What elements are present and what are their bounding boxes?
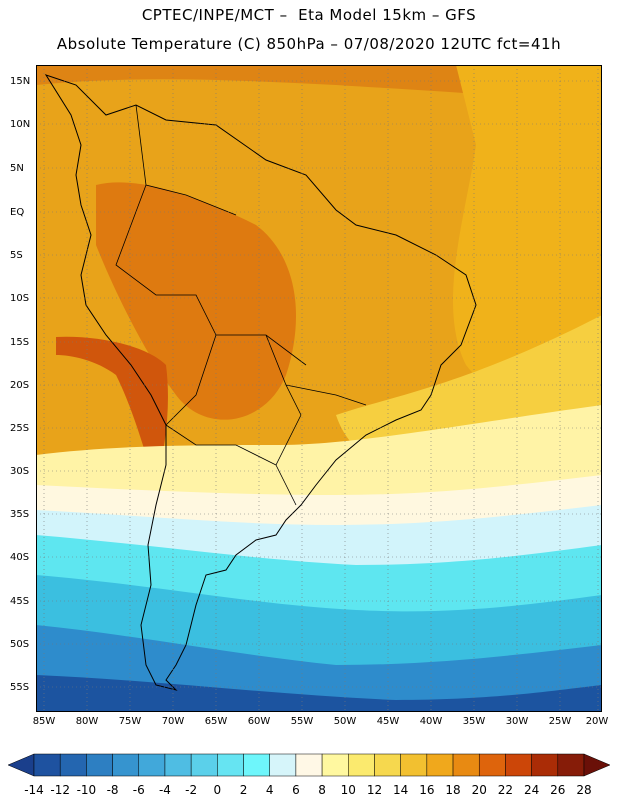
lon-label-75w: 75W [118,716,142,727]
lat-label-20s: 20S [10,380,30,391]
lon-label-65w: 65W [204,716,228,727]
map-border [36,65,602,712]
colorbar-swatch [426,753,454,777]
south-america-coastline [44,74,477,691]
colorbar-swatch [243,753,270,777]
lon-label-20w: 20W [585,716,609,727]
colorbar-swatch [112,753,140,777]
colorbar-label: 22 [497,783,514,797]
colorbar-label: 26 [550,783,566,797]
colorbar-swatch [348,753,375,777]
colorbar-swatch [86,753,113,777]
lat-label-5s: 5S [10,250,23,261]
colorbar-label: -12 [50,783,70,797]
lon-label-85w: 85W [32,716,56,727]
colorbar [7,753,611,777]
colorbar-swatch [478,753,506,777]
colorbar-label: 8 [318,783,326,797]
colorbar-swatch [190,753,218,777]
lon-label-45w: 45W [376,716,400,727]
lat-label-55s: 55S [10,682,30,693]
colorbar-label: -6 [132,783,145,797]
colorbar-swatch [59,753,87,777]
temperature-field-navy [36,675,602,712]
colorbar-label: 12 [366,783,383,797]
temperature-field-continent-warm [96,182,296,420]
lon-label-70w: 70W [161,716,185,727]
lat-label-eq: EQ [10,207,25,218]
colorbar-label: 24 [523,783,540,797]
colorbar-swatch [374,753,401,777]
colorbar-swatch [164,753,192,777]
lat-label-45s: 45S [10,596,30,607]
country-borders [115,104,367,506]
colorbar-label: 18 [445,783,461,797]
lat-label-30s: 30S [10,466,30,477]
colorbar-label: 4 [265,783,274,797]
colorbar-label: 0 [213,783,222,797]
lon-label-55w: 55W [290,716,314,727]
title-line-1: CPTEC/INPE/MCT – Eta Model 15km – GFS [141,6,477,24]
lon-label-80w: 80W [75,716,99,727]
colorbar-swatch [138,753,166,777]
lon-label-50w: 50W [333,716,357,727]
lat-label-35s: 35S [10,509,30,520]
lon-label-35w: 35W [462,716,486,727]
temperature-field-pacific-hot [56,336,168,485]
colorbar-swatch [452,753,480,777]
lat-label-5n: 5N [10,163,24,174]
colorbar-swatch [531,753,559,777]
lat-label-25s: 25S [10,423,30,434]
lat-label-50s: 50S [10,639,30,650]
lat-label-15s: 15S [10,337,30,348]
lat-label-10n: 10N [10,119,31,130]
lon-label-60w: 60W [247,716,271,727]
colorbar-label: -2 [185,783,198,797]
colorbar-label: 28 [576,783,592,797]
lon-label-25w: 25W [548,716,572,727]
colorbar-swatch [505,753,532,777]
colorbar-swatch [33,753,61,777]
colorbar-swatch [321,753,349,777]
lat-label-15n: 15N [10,76,31,87]
colorbar-label: -8 [106,783,119,797]
lat-label-40s: 40S [10,552,30,563]
colorbar-swatch [295,753,323,777]
colorbar-label: -14 [24,783,44,797]
colorbar-swatch [400,753,428,777]
lon-label-40w: 40W [419,716,443,727]
colorbar-label: 6 [292,783,300,797]
lat-label-10s: 10S [10,293,30,304]
temperature-map [36,65,602,712]
colorbar-swatch [269,753,297,777]
colorbar-arrow-low [7,753,35,777]
colorbar-label: 14 [393,783,409,797]
colorbar-swatch [217,753,244,777]
colorbar-label: 2 [239,783,248,797]
colorbar-label: 10 [340,783,356,797]
colorbar-label: 20 [471,783,487,797]
colorbar-label: -10 [76,783,97,797]
colorbar-swatch [557,753,585,777]
lon-label-30w: 30W [505,716,529,727]
colorbar-label: 16 [419,783,435,797]
colorbar-arrow-high [583,753,611,777]
title-line-2: Absolute Temperature (C) 850hPa – 07/08/… [56,35,562,53]
colorbar-label: -4 [158,783,171,797]
